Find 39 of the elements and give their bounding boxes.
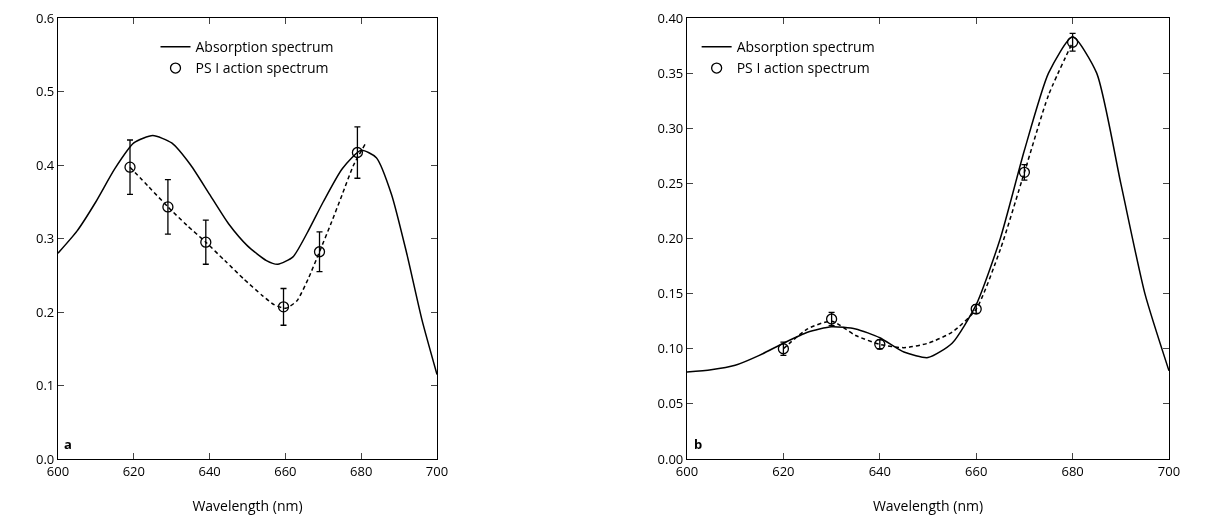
y-tick-label: 0.30 xyxy=(657,118,684,137)
y-tick-label: 0.6 xyxy=(35,8,55,27)
y-tick-label: 0.20 xyxy=(657,229,684,248)
x-tick-label: 700 xyxy=(1157,461,1181,480)
point xyxy=(162,201,174,213)
annotation: b xyxy=(694,435,703,453)
legend-label: PS I action spectrum xyxy=(195,58,329,78)
x-tick-label: 620 xyxy=(772,461,795,480)
x-tick-label: 680 xyxy=(1061,461,1084,480)
x-tick-label: 660 xyxy=(965,461,988,480)
x-tick-label: 640 xyxy=(198,461,221,480)
y-tick-label: 0.05 xyxy=(657,394,684,413)
point xyxy=(200,236,212,248)
x-tick-label: 660 xyxy=(274,461,297,480)
legend-label: Absorption spectrum xyxy=(195,37,334,57)
y-tick-label: 0.10 xyxy=(657,339,684,358)
y-tick-label: 0.5 xyxy=(35,82,55,101)
y-tick-label: 0.3 xyxy=(35,229,55,248)
y-tick-label: 0.40 xyxy=(657,8,684,27)
x-axis-title: Wavelength (nm) xyxy=(192,496,303,516)
annotation: a xyxy=(64,435,72,453)
point xyxy=(124,161,136,173)
point xyxy=(277,301,290,313)
y-tick-label: 0.4 xyxy=(35,155,55,174)
legend-label: PS I action spectrum xyxy=(736,58,870,78)
y-tick-label: 0.1 xyxy=(35,376,55,395)
y-tick-label: 0.35 xyxy=(657,63,684,82)
y-tick-label: 0.15 xyxy=(657,284,684,303)
x-tick-label: 680 xyxy=(350,461,373,480)
x-tick-label: 700 xyxy=(425,461,449,480)
point xyxy=(313,246,326,258)
y-tick-label: 0.2 xyxy=(35,302,55,321)
x-tick-label: 620 xyxy=(122,461,145,480)
point xyxy=(351,146,364,159)
y-tick-label: 0.25 xyxy=(657,173,684,192)
x-axis-title: Wavelength (nm) xyxy=(872,496,984,516)
x-tick-label: 640 xyxy=(868,461,891,480)
point xyxy=(1066,36,1079,48)
legend-label: Absorption spectrum xyxy=(736,37,875,57)
